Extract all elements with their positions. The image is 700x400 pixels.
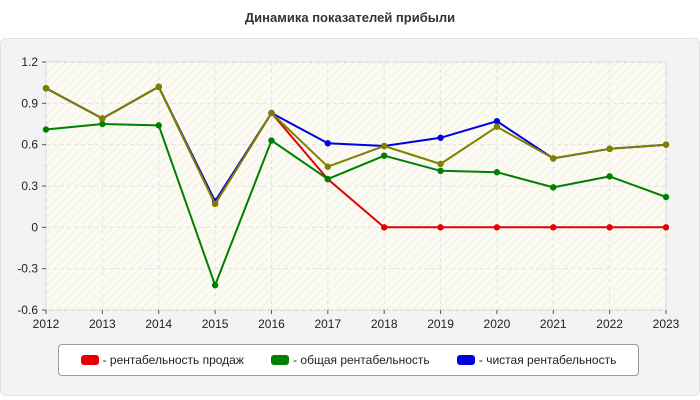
series-group	[42, 83, 670, 289]
legend-swatch-green	[271, 355, 290, 365]
series-line	[45, 123, 667, 287]
data-point	[155, 122, 162, 129]
x-tick-label: 2014	[145, 317, 172, 331]
legend-label-net: - чистая рентабельность	[478, 353, 617, 367]
x-tick-label: 2018	[371, 317, 398, 331]
y-tick-label: -0.6	[17, 303, 38, 317]
legend: - рентабельность продаж - общая рентабел…	[58, 344, 639, 376]
x-tick-label: 2019	[427, 317, 454, 331]
x-axis: 2012 2013 2014 2015 2016 2017 2018 2019 2020 2021…	[33, 310, 680, 331]
series-1	[42, 120, 670, 289]
legend-swatch-blue	[456, 355, 475, 365]
data-point	[606, 145, 613, 152]
data-point	[268, 109, 275, 117]
data-point	[211, 282, 219, 289]
y-tick-label: 0	[31, 220, 38, 234]
data-point	[324, 175, 332, 183]
legend-label-sales: - рентабельность продаж	[102, 353, 244, 367]
x-tick-label: 2021	[540, 317, 567, 331]
x-tick-label: 2023	[653, 317, 680, 331]
data-point	[42, 126, 50, 133]
data-point	[550, 184, 557, 191]
data-point	[662, 224, 670, 231]
data-point	[380, 224, 388, 231]
data-point	[662, 141, 670, 148]
data-point	[493, 169, 501, 176]
data-point	[493, 224, 501, 231]
data-point	[99, 120, 106, 128]
data-point	[493, 118, 501, 125]
data-point	[155, 83, 162, 91]
data-point	[437, 167, 444, 175]
data-point	[211, 200, 219, 208]
data-point	[662, 193, 670, 201]
y-axis: 1.2 0.9 0.6 0.3 0 -0.3 -0.6	[17, 55, 46, 317]
data-point	[380, 142, 388, 150]
y-tick-label: 0.6	[21, 138, 38, 152]
legend-item-total: - общая рентабельность	[271, 353, 430, 367]
x-tick-label: 2015	[202, 317, 229, 331]
data-point	[606, 173, 613, 180]
data-point	[99, 115, 106, 122]
data-point	[493, 123, 501, 130]
data-point	[268, 137, 275, 144]
data-point	[437, 134, 444, 141]
data-point	[42, 84, 50, 92]
data-point	[550, 155, 557, 162]
legend-label-total: - общая рентабельность	[293, 353, 430, 367]
data-point	[550, 224, 557, 231]
data-point	[324, 140, 332, 147]
y-tick-label: -0.3	[17, 262, 38, 276]
series-line	[45, 85, 667, 205]
x-tick-label: 2022	[596, 317, 623, 331]
chart-title: Динамика показателей прибыли	[244, 10, 456, 25]
data-point	[437, 160, 444, 168]
legend-swatch-red	[80, 355, 99, 365]
x-tick-label: 2020	[484, 317, 511, 331]
data-point	[324, 163, 332, 170]
x-tick-label: 2012	[33, 317, 60, 331]
y-tick-label: 0.9	[21, 96, 38, 110]
series-3	[42, 83, 670, 208]
y-tick-label: 1.2	[21, 55, 38, 69]
data-point	[380, 152, 388, 159]
y-tick-label: 0.3	[21, 179, 38, 193]
x-tick-label: 2017	[314, 317, 341, 331]
legend-item-sales: - рентабельность продаж	[80, 353, 244, 367]
x-tick-label: 2013	[89, 317, 116, 331]
x-tick-label: 2016	[258, 317, 285, 331]
data-point	[437, 224, 444, 231]
data-point	[606, 224, 613, 231]
legend-item-net: - чистая рентабельность	[456, 353, 617, 367]
